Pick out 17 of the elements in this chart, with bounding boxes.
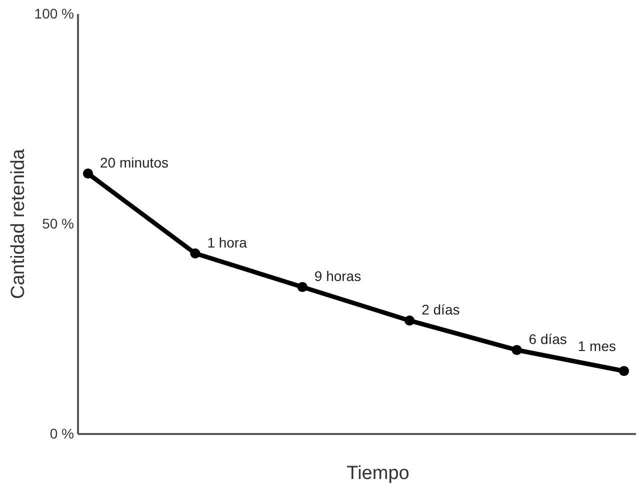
y-tick-label: 50 % (42, 215, 74, 232)
annotation: 1 hora (207, 234, 248, 250)
point (82, 168, 94, 179)
annotation: 6 días (528, 331, 567, 347)
y-axis-title: Cantidad retenida (8, 148, 29, 299)
annotation: 20 minutos (100, 154, 168, 171)
annotation: 2 días (422, 302, 460, 318)
annotation: 1 mes (578, 338, 616, 354)
annotation: 9 horas (314, 268, 362, 284)
y-tick-label: 0 % (50, 425, 74, 442)
point (297, 282, 308, 292)
x-axis-title: Tiempo (346, 463, 410, 484)
point (618, 366, 630, 376)
point (404, 316, 415, 326)
point (190, 248, 200, 258)
point (512, 344, 522, 356)
y-tick-label: 100 % (34, 5, 74, 22)
